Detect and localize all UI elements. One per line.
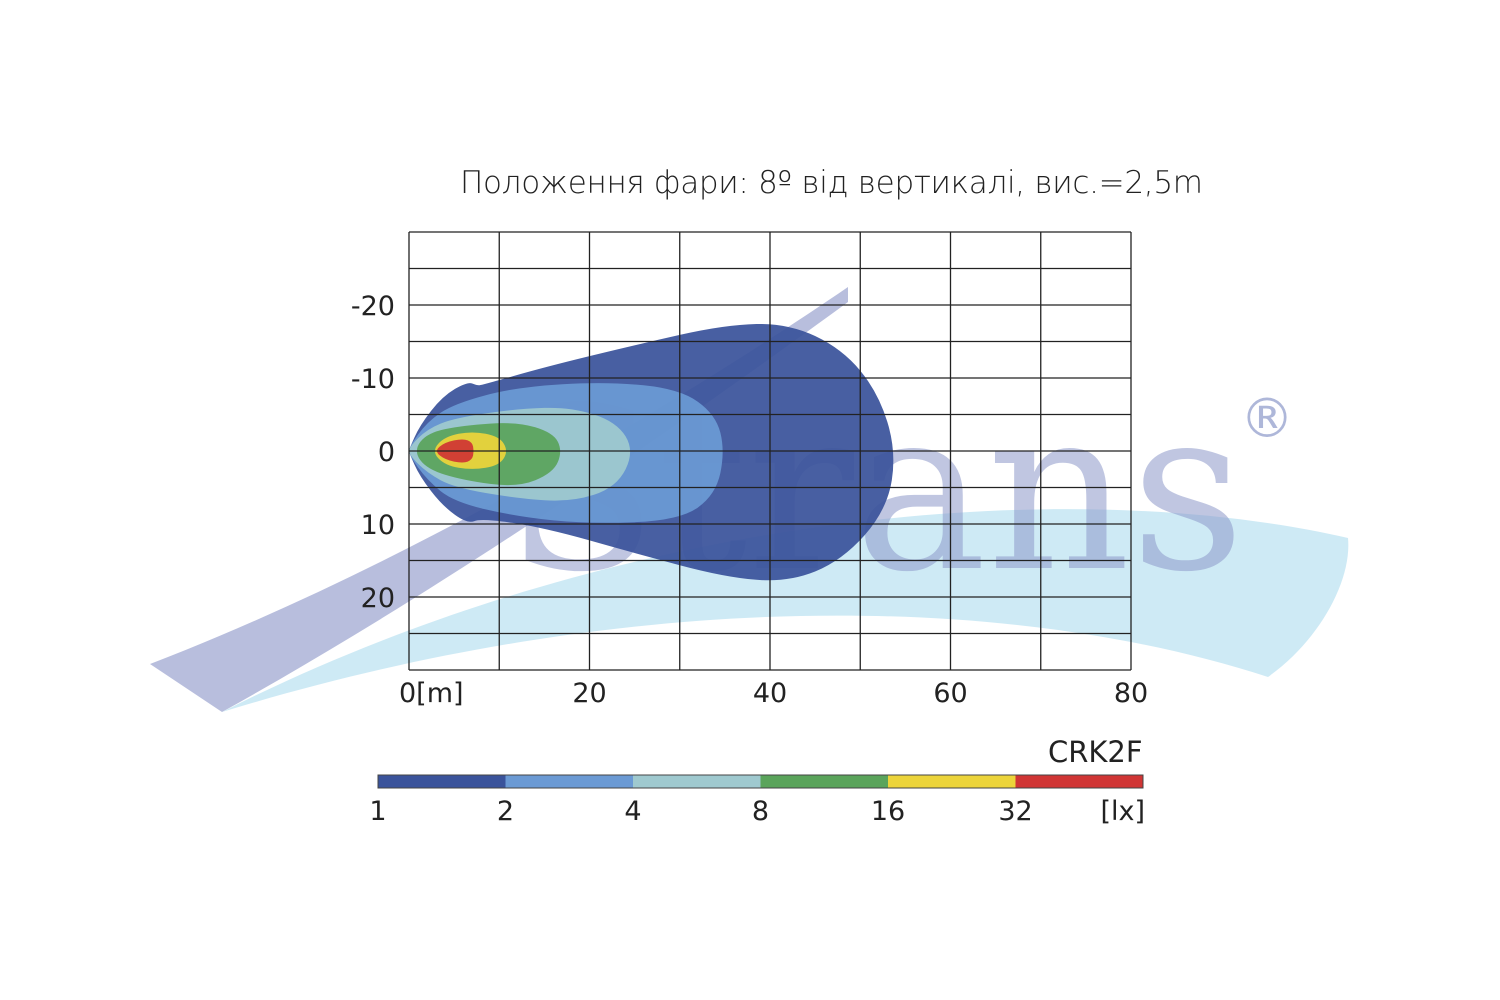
watermark-swoosh-dark [150, 287, 848, 712]
y-tick-label: 10 [361, 510, 395, 541]
colorbar-segment [888, 775, 1016, 788]
x-tick-label: 80 [1114, 678, 1148, 709]
colorbar-labels: 1 2 4 8 16 32 [lx] [369, 796, 1145, 827]
model-label: CRK2F [1048, 735, 1143, 769]
colorbar-tick-label: 16 [871, 796, 905, 827]
colorbar-segment [378, 775, 506, 788]
colorbar-tick-label: 8 [752, 796, 769, 827]
colorbar-segment [505, 775, 634, 788]
colorbar-tick-label: 4 [624, 796, 641, 827]
registered-mark: ® [1240, 387, 1294, 450]
y-tick-label: -20 [351, 291, 395, 322]
colorbar-segment [1015, 775, 1144, 788]
y-tick-label: 0 [378, 437, 395, 468]
y-tick-label: -10 [351, 364, 395, 395]
chart-grid [408, 231, 1132, 671]
x-tick-label: 20 [572, 678, 606, 709]
chart-title: Положення фари: 8º від вертикалі, вис.=2… [460, 165, 1203, 201]
colorbar-tick-label: 32 [998, 796, 1032, 827]
colorbar-segment [633, 775, 761, 788]
x-axis-ticks: 0[m] 20 40 60 80 [399, 678, 1148, 709]
y-axis-ticks: -20 -10 0 10 20 [351, 291, 395, 614]
x-tick-label: 40 [753, 678, 787, 709]
colorbar-unit: [lx] [1100, 796, 1145, 827]
x-tick-label: 60 [933, 678, 967, 709]
y-tick-label: 20 [361, 583, 395, 614]
colorbar-segment [760, 775, 889, 788]
colorbar [377, 774, 1144, 789]
colorbar-tick-label: 1 [369, 796, 386, 827]
x-tick-label: 0[m] [399, 678, 464, 709]
colorbar-frame [377, 774, 1144, 789]
colorbar-tick-label: 2 [497, 796, 514, 827]
